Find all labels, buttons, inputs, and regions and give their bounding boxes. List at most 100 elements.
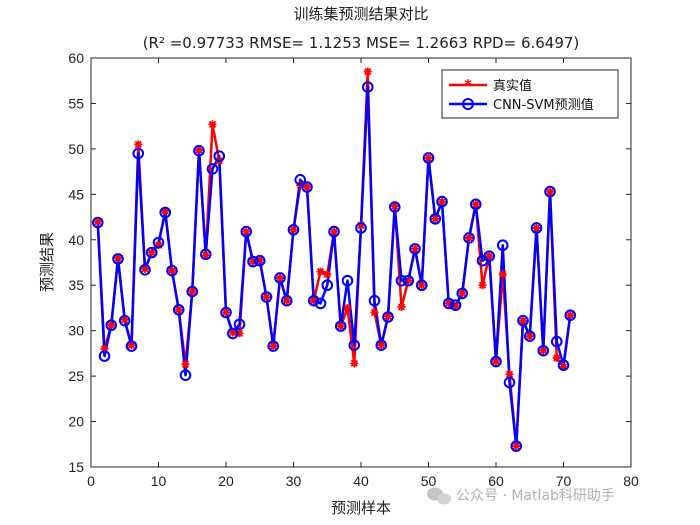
data-point-pred [125, 340, 138, 352]
data-point-true [566, 311, 575, 320]
data-point-true [444, 299, 453, 308]
data-point-pred [490, 355, 502, 368]
data-point-true [228, 328, 237, 337]
data-point-true [465, 233, 473, 242]
data-point-pred [496, 239, 509, 252]
data-point-pred [442, 297, 455, 310]
data-point-true [559, 363, 568, 372]
data-point-true [161, 206, 170, 215]
y-axis-label: 预测结果 [38, 232, 56, 292]
data-point-pred [260, 291, 273, 303]
data-point-pred [355, 222, 367, 234]
data-point-pred [368, 294, 381, 307]
data-point-true [478, 281, 487, 290]
data-point-true [417, 281, 426, 290]
y-tick-label: 60 [68, 50, 84, 66]
data-point-true [93, 217, 102, 226]
legend: * 真实值 CNN-SVM预测值 [441, 69, 619, 119]
x-tick-label: 60 [488, 473, 504, 489]
data-point-true [343, 303, 352, 312]
data-point-true [316, 267, 325, 276]
x-tick-label: 10 [151, 473, 167, 489]
data-point-pred [523, 330, 536, 342]
data-point-pred [172, 303, 185, 316]
data-point-pred [118, 314, 131, 327]
data-point-pred [314, 297, 327, 310]
data-point-pred [267, 340, 280, 352]
data-point-true [336, 322, 345, 331]
data-point-pred [510, 440, 523, 452]
data-point-true [127, 341, 136, 350]
data-point-pred [139, 263, 151, 276]
data-point-true [539, 346, 548, 355]
data-point-true [323, 270, 332, 279]
data-point-pred [537, 344, 550, 357]
legend-box [441, 69, 619, 119]
x-tick-label: 70 [556, 473, 572, 489]
data-point-true [498, 270, 507, 279]
wechat-icon [427, 487, 451, 505]
data-point-true [451, 302, 460, 311]
data-point-pred [240, 225, 253, 238]
data-point-true [505, 370, 514, 379]
data-point-pred [449, 299, 462, 312]
data-point-true [370, 308, 379, 317]
data-point-true [330, 227, 338, 236]
data-point-pred [388, 201, 401, 213]
data-point-pred [483, 250, 496, 262]
data-point-true [114, 253, 122, 262]
data-point-pred [91, 216, 104, 229]
data-point-pred [348, 339, 361, 352]
x-axis-label: 预测样本 [331, 499, 391, 517]
data-point-true [282, 296, 291, 305]
legend-label-pred: CNN-SVM预测值 [493, 97, 594, 113]
y-tick-label: 20 [68, 414, 84, 430]
data-point-pred [213, 150, 226, 162]
data-point-true [255, 255, 264, 264]
data-point-true [458, 289, 467, 298]
data-point-true [363, 67, 372, 76]
data-point-true [249, 257, 257, 266]
data-point-pred [233, 318, 246, 331]
data-point-pred [469, 198, 482, 211]
data-point-true [552, 353, 561, 362]
data-point-true [242, 227, 251, 236]
data-point-true [222, 308, 230, 317]
y-tick-label: 40 [68, 232, 84, 248]
data-point-pred [145, 246, 158, 259]
data-point-true [546, 187, 554, 196]
data-point-pred [132, 147, 145, 160]
data-point-true [438, 197, 446, 206]
legend-marker-pred [462, 98, 474, 110]
data-point-pred [402, 274, 415, 287]
data-point-true [147, 248, 156, 257]
data-point-true [168, 266, 176, 275]
x-tick-label: 40 [353, 473, 369, 489]
data-point-pred [422, 152, 435, 164]
y-tick-label: 50 [68, 141, 84, 157]
data-point-pred [564, 309, 577, 322]
data-point-true [525, 332, 534, 341]
data-point-true [208, 120, 217, 129]
data-point-pred [179, 369, 192, 382]
data-point-pred [544, 185, 556, 198]
data-point-true [235, 329, 244, 338]
legend-marker-true: * [464, 76, 472, 94]
data-point-true [174, 305, 183, 314]
data-point-pred [226, 327, 239, 340]
data-point-true [397, 303, 406, 312]
data-point-true [377, 341, 386, 350]
data-point-true [485, 252, 494, 261]
data-point-pred [301, 181, 313, 193]
axes-box [90, 57, 632, 468]
y-tick-label: 30 [68, 323, 84, 339]
data-point-pred [341, 274, 354, 287]
y-tick-label: 15 [68, 459, 84, 475]
data-point-pred [395, 274, 408, 287]
data-point-true [384, 312, 392, 321]
chart-title: 训练集预测结果对比 [293, 5, 428, 23]
data-point-true [471, 200, 480, 209]
data-point-true [188, 287, 197, 296]
data-point-true [431, 214, 440, 223]
